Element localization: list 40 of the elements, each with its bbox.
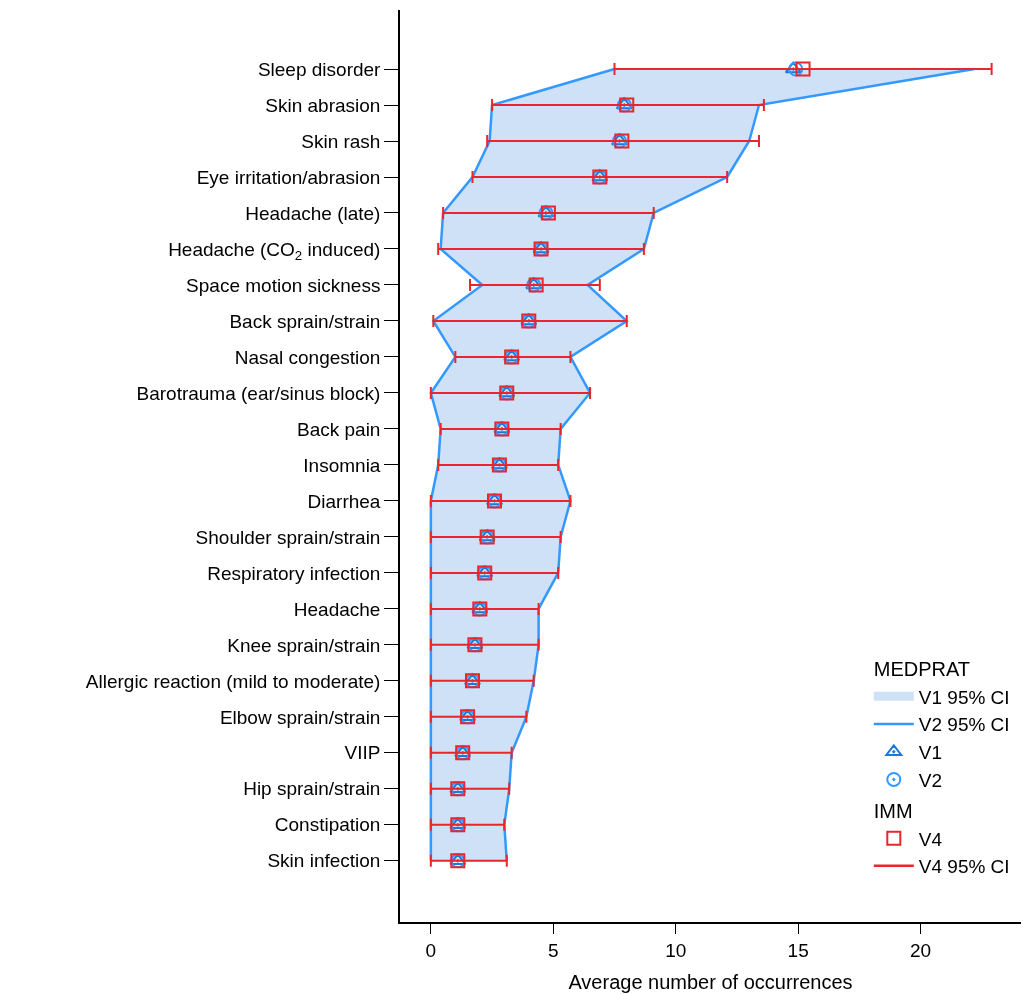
legend-label: V4 (918, 828, 943, 850)
y-tick-label: Headache (late) (245, 202, 381, 224)
text: MEDPRAT (873, 657, 971, 680)
y-tick-label: Shoulder sprain/strain (195, 526, 381, 548)
y-tick-label: Eye irritation/abrasion (196, 166, 381, 188)
y-tick-label: Hip sprain/strain (243, 778, 381, 800)
point (788, 61, 804, 77)
y-tick-label: VIIP (344, 742, 381, 764)
y-tick-label: Skin rash (301, 130, 381, 152)
y-tick-label: Elbow sprain/strain (219, 706, 381, 728)
y-tick-label: Space motion sickness (186, 274, 381, 296)
y-tick-label: Nasal congestion (234, 346, 381, 368)
y-tick-label: Knee sprain/strain (227, 634, 381, 656)
x-tick-label: 15 (787, 939, 809, 961)
point (784, 61, 802, 74)
y-tick-label: Constipation (274, 814, 381, 836)
x-tick-label: 5 (548, 939, 559, 961)
y-tick-label: Skin infection (267, 850, 381, 872)
y-tick-label: Barotrauma (ear/sinus block) (136, 382, 381, 404)
y-tick-label: Back sprain/strain (229, 310, 381, 332)
legend-label: V2 95% CI (918, 714, 1010, 736)
legend-label: V1 (918, 742, 943, 764)
legend-label: V2 (918, 769, 943, 791)
y-tick-label: Insomnia (303, 454, 381, 476)
annotation: V1 95% CI (918, 686, 1010, 708)
x-axis-title: Average number of occurrences (568, 970, 853, 993)
y-tick-label: Allergic reaction (mild to moderate) (85, 670, 381, 692)
y-tick-label: Diarrhea (307, 490, 381, 512)
point (795, 61, 811, 77)
y-tick-label: Sleep disorder (257, 58, 382, 80)
annotation: V4 95% CI (918, 856, 1010, 878)
y-tick-label: Skin abrasion (265, 94, 381, 116)
y-tick-label: Respiratory infection (207, 562, 381, 584)
y-tick-label: Headache (293, 598, 381, 620)
y-tick-label: Headache (CO$_{2}$ induced) (168, 238, 381, 263)
y-tick-label: Back pain (297, 418, 381, 440)
x-tick-label: 10 (665, 939, 687, 961)
x-tick-label: 20 (910, 939, 932, 961)
text: IMM (873, 799, 913, 822)
x-tick-label: 0 (425, 939, 437, 961)
